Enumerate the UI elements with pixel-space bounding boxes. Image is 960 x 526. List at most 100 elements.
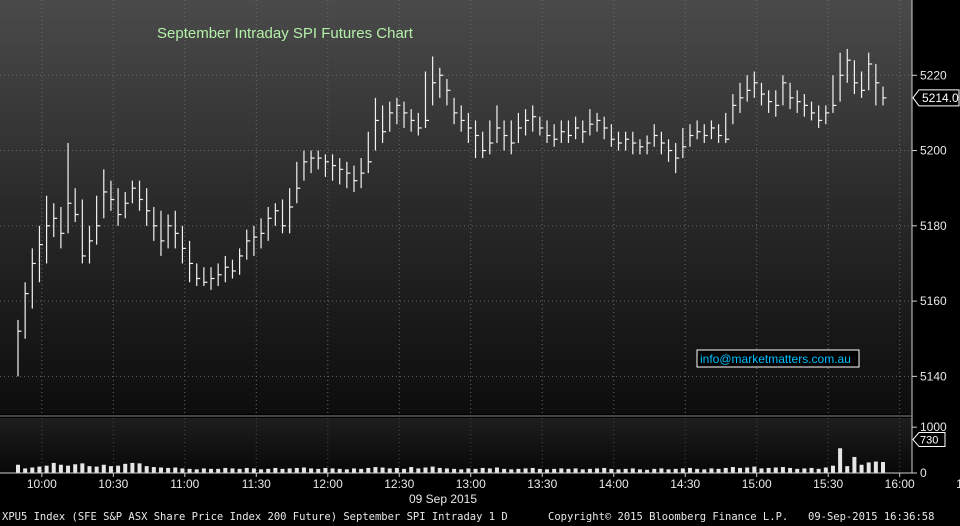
volume-bar xyxy=(573,468,578,473)
volume-bar xyxy=(680,468,685,473)
volume-bar xyxy=(309,468,314,473)
volume-bar xyxy=(595,468,600,473)
x-tick-label: 12:30 xyxy=(384,477,414,491)
axis-labels: 10:00 10:30 11:00 11:30 12:00 12:30 13:00 13:30… xyxy=(27,68,960,491)
volume-bar xyxy=(702,469,707,473)
last-price-label: 5214.0 xyxy=(922,91,959,105)
volume-bar xyxy=(545,469,550,473)
volume-bar xyxy=(666,469,671,473)
volume-bar xyxy=(866,462,871,473)
last-volume-flag xyxy=(912,432,946,448)
y-tick-label: 5140 xyxy=(920,369,947,383)
x-tick-label: 10:00 xyxy=(27,477,57,491)
volume-bar xyxy=(101,464,106,473)
volume-bar xyxy=(44,465,49,473)
volume-bar xyxy=(459,469,464,473)
volume-bar xyxy=(444,468,449,473)
volume-bar xyxy=(51,462,56,473)
x-tick-label: 11:30 xyxy=(242,477,271,491)
volume-bar xyxy=(738,467,743,473)
volume-bar xyxy=(745,467,750,473)
volume-bar xyxy=(216,468,221,473)
volume-bar xyxy=(66,465,71,473)
x-tick-label: 16:00 xyxy=(885,477,915,491)
volume-bar xyxy=(816,468,821,473)
volume-bar xyxy=(301,467,306,473)
volume-bar xyxy=(73,464,78,473)
volume-bar xyxy=(552,468,557,473)
volume-bar xyxy=(802,468,807,473)
volume-bar xyxy=(37,466,42,473)
volume-bar xyxy=(16,464,20,473)
volume-bar xyxy=(237,468,242,473)
volume-bar xyxy=(373,467,378,473)
volume-bar xyxy=(759,468,764,473)
volume-bar xyxy=(94,466,99,473)
volume-bar xyxy=(230,468,235,473)
volume-bar xyxy=(723,467,728,473)
volume-bar xyxy=(144,466,149,473)
footer-copyright: Copyright© 2015 Bloomberg Finance L.P. xyxy=(548,511,789,523)
volume-bar xyxy=(287,468,292,473)
volume-bar xyxy=(402,468,407,473)
last-price-flag xyxy=(912,89,960,107)
volume-bar xyxy=(423,467,428,473)
volume-bar xyxy=(337,468,342,473)
volume-bar xyxy=(659,468,664,473)
x-tick-label: 14:30 xyxy=(670,477,700,491)
x-tick-label: 14:00 xyxy=(599,477,629,491)
volume-bar xyxy=(523,468,528,473)
volume-bar xyxy=(58,464,63,473)
volume-bar xyxy=(180,468,185,473)
volume-bar xyxy=(409,467,414,473)
footer-timestamp: 09-Sep-2015 16:36:58 xyxy=(808,511,935,523)
volume-bar xyxy=(344,469,349,473)
volume-bar xyxy=(809,467,814,473)
x-tick-label: 12:00 xyxy=(313,477,343,491)
volume-bar xyxy=(859,464,864,473)
volume-bar xyxy=(645,469,650,473)
volume-bar xyxy=(23,468,28,473)
x-tick-label: 16:30 xyxy=(956,477,960,491)
volume-bar xyxy=(430,466,435,473)
y-tick-label: 5220 xyxy=(920,68,947,82)
volume-bar xyxy=(223,467,228,473)
volume-bar xyxy=(273,467,278,473)
axes xyxy=(0,0,917,477)
volume-bar xyxy=(416,468,421,473)
volume-bar xyxy=(130,462,135,473)
volume-bar xyxy=(709,468,714,473)
volume-tick-label: 0 xyxy=(920,466,927,480)
volume-bar xyxy=(687,467,692,473)
volume-tick-label: 1000 xyxy=(920,420,947,434)
volume-bar xyxy=(673,468,678,473)
volume-bar xyxy=(116,465,121,473)
volume-bar xyxy=(752,466,757,473)
x-tick-label: 11:00 xyxy=(170,477,199,491)
volume-bar xyxy=(158,467,163,473)
footer-security-description: XPU5 Index (SFE S&P ASX Share Price Inde… xyxy=(2,511,508,523)
volume-bar xyxy=(137,463,142,473)
volume-bar xyxy=(838,448,843,473)
volume-bar xyxy=(602,467,607,473)
volume-bar xyxy=(823,467,828,473)
volume-bar xyxy=(766,467,771,473)
volume-bar xyxy=(473,468,478,473)
volume-bar xyxy=(437,467,442,473)
volume-bar xyxy=(387,468,392,473)
volume-bar xyxy=(795,468,800,473)
volume-bar xyxy=(630,468,635,473)
last-volume-label: 730 xyxy=(920,435,938,447)
volume-bar xyxy=(566,468,571,473)
x-tick-label: 15:30 xyxy=(813,477,843,491)
volume-bar xyxy=(366,467,371,473)
volume-bar xyxy=(209,468,214,473)
volume-bar xyxy=(845,466,850,473)
y-tick-label: 5180 xyxy=(920,219,947,233)
volume-bar xyxy=(559,468,564,473)
volume-panel-background xyxy=(0,418,912,473)
volume-bar xyxy=(316,468,321,473)
volume-bar xyxy=(244,467,249,473)
volume-bar xyxy=(580,469,585,473)
volume-bar xyxy=(351,468,356,473)
